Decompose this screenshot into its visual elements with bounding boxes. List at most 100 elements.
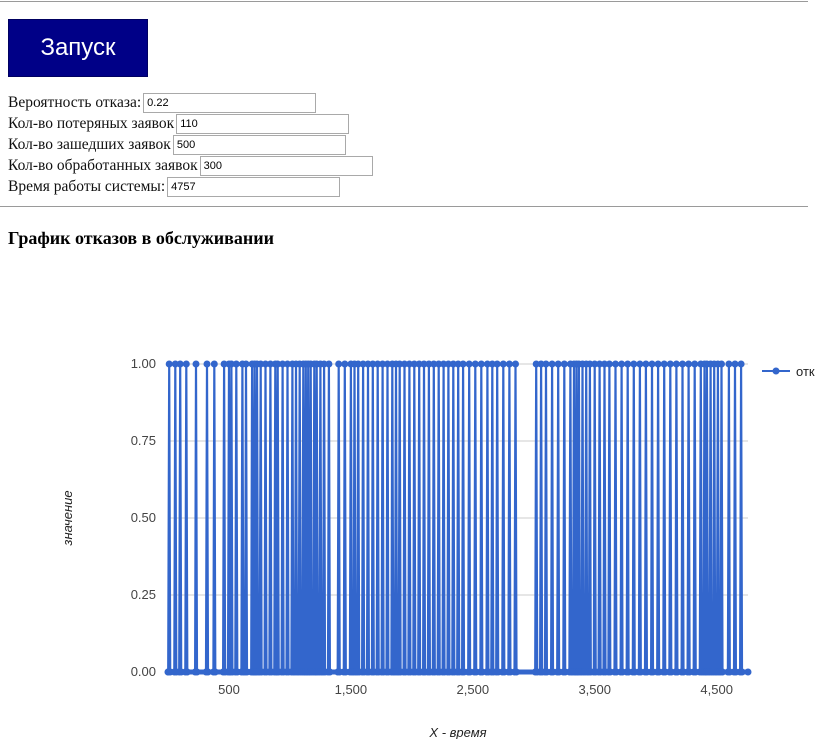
data-point	[591, 360, 599, 368]
data-point	[624, 360, 632, 368]
data-point	[618, 360, 626, 368]
data-point	[182, 360, 190, 368]
data-point	[630, 360, 638, 368]
data-point	[171, 360, 179, 368]
run-button[interactable]: Запуск	[8, 19, 148, 77]
data-point	[176, 360, 184, 368]
system-uptime-input[interactable]	[167, 177, 341, 197]
section-divider	[0, 206, 808, 207]
data-point	[192, 360, 200, 368]
data-point	[560, 360, 568, 368]
data-point	[444, 360, 452, 368]
data-point	[257, 360, 265, 368]
y-tick-label: 0.00	[131, 664, 156, 679]
data-point	[379, 360, 387, 368]
data-point	[542, 360, 550, 368]
data-point	[242, 360, 250, 368]
y-tick-label: 1.00	[131, 356, 156, 371]
lost-requests-input[interactable]	[176, 114, 350, 134]
data-point	[685, 360, 693, 368]
data-point	[477, 360, 485, 368]
y-tick-label: 0.75	[131, 433, 156, 448]
data-point	[405, 360, 413, 368]
field-label: Вероятность отказа:	[8, 94, 142, 111]
data-point	[612, 360, 619, 368]
data-point	[415, 360, 423, 368]
field-system-uptime: Время работы системы:	[8, 177, 341, 197]
y-axis-title: значение	[60, 490, 75, 546]
data-point	[435, 360, 443, 368]
processed-requests-input[interactable]	[199, 156, 373, 176]
data-point	[359, 360, 367, 368]
x-axis-title: X - время	[428, 725, 486, 739]
data-point	[465, 360, 473, 368]
data-point	[420, 360, 428, 368]
data-point	[374, 360, 382, 368]
chart-legend: отк	[762, 364, 815, 379]
field-label: Кол-во обработанных заявок	[8, 157, 198, 174]
data-point	[679, 360, 686, 368]
data-point	[493, 360, 501, 368]
data-point	[596, 360, 604, 368]
chart-ticks: 0.00 0.25 0.50 0.75 1.00 500 1,500 2,500 3,500 4,…	[131, 356, 733, 697]
data-point	[354, 360, 362, 368]
data-point	[499, 360, 507, 368]
data-point	[672, 360, 680, 368]
data-point	[586, 360, 594, 368]
data-point	[320, 360, 328, 368]
data-point	[410, 360, 418, 368]
data-point	[642, 360, 650, 368]
data-point	[227, 360, 235, 368]
failure-probability-input[interactable]	[143, 93, 317, 113]
data-point	[440, 360, 448, 368]
data-point	[483, 360, 491, 368]
data-point	[537, 360, 545, 368]
incoming-requests-input[interactable]	[172, 135, 346, 155]
data-point	[654, 360, 662, 368]
field-label: Время работы системы:	[8, 178, 166, 195]
data-point	[335, 360, 343, 368]
data-point	[369, 360, 377, 368]
data-point	[232, 360, 240, 368]
data-point	[718, 360, 725, 368]
data-point	[203, 360, 211, 368]
field-label: Кол-во потеряных заявок	[8, 115, 175, 132]
data-point	[471, 360, 479, 368]
data-point	[731, 360, 739, 368]
series-points	[164, 360, 752, 676]
failure-chart: 0.00 0.25 0.50 0.75 1.00 500 1,500 2,500 3,500 4,…	[60, 356, 815, 739]
x-tick-label: 2,500	[457, 682, 490, 697]
legend-marker	[772, 367, 780, 375]
field-failure-probability: Вероятность отказа:	[8, 93, 317, 113]
data-point	[165, 360, 173, 368]
data-point	[325, 360, 333, 368]
data-point	[636, 360, 644, 368]
x-tick-label: 4,500	[700, 682, 733, 697]
data-point	[430, 360, 438, 368]
x-tick-label: 500	[218, 682, 240, 697]
data-point	[266, 360, 274, 368]
data-point	[737, 360, 745, 368]
legend-label-otk: отк	[796, 364, 815, 379]
x-tick-label: 1,500	[335, 682, 368, 697]
data-point	[532, 360, 540, 368]
data-point	[648, 360, 656, 368]
data-point	[488, 360, 496, 368]
field-label: Кол-во зашедших заявок	[8, 136, 171, 153]
y-tick-label: 0.50	[131, 510, 156, 525]
data-point	[660, 360, 668, 368]
data-point	[396, 360, 404, 368]
data-point	[554, 360, 562, 368]
data-point	[210, 360, 218, 368]
data-point	[725, 360, 733, 368]
data-point	[401, 360, 408, 368]
data-point	[384, 360, 391, 368]
data-point	[691, 360, 699, 368]
data-point	[505, 360, 513, 368]
data-point	[548, 360, 556, 368]
data-point	[666, 360, 674, 368]
x-tick-label: 3,500	[578, 682, 611, 697]
data-point	[341, 360, 349, 368]
data-point	[279, 360, 287, 368]
data-point	[459, 360, 467, 368]
